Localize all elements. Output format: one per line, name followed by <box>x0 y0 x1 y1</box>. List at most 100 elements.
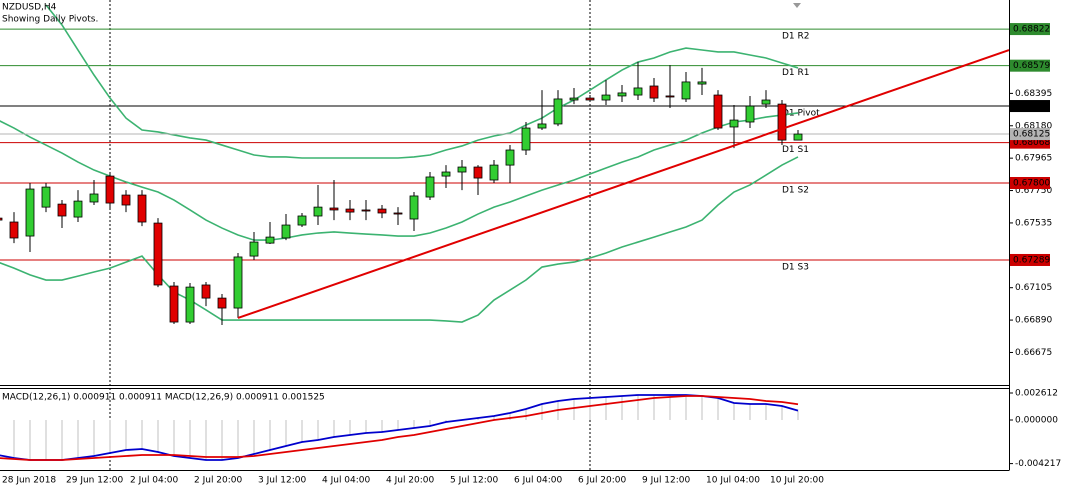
candle-body <box>153 222 163 286</box>
trendline <box>237 49 1009 319</box>
candle-body <box>777 103 787 141</box>
price-panel: D1 R2 D1 R1 D1 Pivot D1 S1 D1 S2 D1 S3 <box>0 0 1009 385</box>
candle-body <box>233 256 243 309</box>
x-tick-label: 10 Jul 04:00 <box>706 476 760 486</box>
pivot-price-box <box>1010 177 1050 190</box>
candle-body <box>553 98 563 125</box>
bollinger-lower <box>0 156 799 323</box>
pivot-name: D1 Pivot <box>782 109 820 119</box>
candle-body <box>281 224 291 239</box>
candle-body <box>9 221 19 239</box>
x-tick-label: 9 Jul 12:00 <box>642 476 691 486</box>
candle-body <box>121 194 131 206</box>
candle-body <box>329 207 339 211</box>
x-tick-label: 29 Jun 12:00 <box>66 476 123 486</box>
candle-body <box>761 99 771 105</box>
x-tick-label: 4 Jul 04:00 <box>322 476 371 486</box>
pivot-price-label: 0.68822 <box>1013 25 1050 35</box>
candle-body <box>345 208 355 213</box>
candle-body <box>0 217 3 221</box>
macd-line <box>0 394 799 461</box>
y-tick-label: 0.66675 <box>1015 348 1052 358</box>
macd-y-tick-label: -0.004217 <box>1015 459 1061 469</box>
candle-body <box>137 194 147 223</box>
candle-body <box>793 133 803 141</box>
pivot-name: D1 R2 <box>782 32 810 42</box>
macd-line <box>0 395 799 461</box>
x-tick-label: 4 Jul 20:00 <box>386 476 435 486</box>
candle-body <box>505 149 515 166</box>
candle-body <box>57 203 67 217</box>
chart-subtitle: Showing Daily Pivots. <box>2 15 98 25</box>
candle-body <box>745 105 755 123</box>
candle-body <box>649 85 659 99</box>
candle-body <box>169 285 179 323</box>
candle-body <box>185 286 195 323</box>
y-tick-label: 0.66890 <box>1015 316 1052 326</box>
x-tick-label: 6 Jul 20:00 <box>578 476 627 486</box>
shift-marker <box>793 3 801 8</box>
candle-body <box>361 209 371 212</box>
bollinger-middle <box>0 112 799 241</box>
candle-body <box>665 95 675 98</box>
candle-body <box>73 200 83 218</box>
candle-body <box>425 176 435 198</box>
pivot-price-box <box>1010 100 1050 113</box>
macd-panel <box>0 388 799 470</box>
x-tick-label: 28 Jun 2018 <box>2 476 56 486</box>
candle-body <box>201 284 211 299</box>
pivot-name: D1 R1 <box>782 68 810 78</box>
candle-body <box>313 206 323 217</box>
pivot-name: D1 S1 <box>782 145 809 155</box>
candle-body <box>377 208 387 214</box>
candle-body <box>265 236 275 244</box>
candle-body <box>89 193 99 203</box>
x-tick-label: 10 Jul 20:00 <box>770 476 824 486</box>
candle-body <box>441 171 451 177</box>
candle-body <box>585 97 595 101</box>
candle-body <box>409 195 419 220</box>
candle-body <box>217 297 227 309</box>
y-tick-label: 0.67105 <box>1015 283 1052 293</box>
x-tick-label: 6 Jul 04:00 <box>514 476 563 486</box>
candle-body <box>729 119 739 128</box>
pivot-price-label: 0.68068 <box>1013 138 1050 148</box>
candle-body <box>457 166 467 173</box>
macd-y-tick-label: 0.000000 <box>1015 415 1058 425</box>
pivot-price-label: 0.68579 <box>1013 61 1050 71</box>
y-tick-label: 0.67535 <box>1015 218 1052 228</box>
candle-body <box>393 212 403 215</box>
y-tick-label: 0.68395 <box>1015 89 1052 99</box>
y-tick-label: 0.67750 <box>1015 186 1052 196</box>
candle-body <box>633 87 643 96</box>
candle-body <box>681 81 691 100</box>
macd-y-tick-label: 0.002612 <box>1015 388 1058 398</box>
candle-body <box>521 127 531 151</box>
candle-body <box>489 164 499 181</box>
candle-body <box>569 97 579 101</box>
chart-title: NZDUSD,H4 <box>2 3 57 13</box>
macd-title: MACD(12,26,1) 0.000911 0.000911 MACD(12,… <box>2 393 325 403</box>
pivot-price-box <box>1010 253 1050 266</box>
candle-body <box>25 188 35 237</box>
x-tick-label: 3 Jul 12:00 <box>258 476 307 486</box>
pivot-price-box <box>1010 59 1050 72</box>
candle-body <box>697 81 707 85</box>
y-tick-label: 0.67965 <box>1015 154 1052 164</box>
y-tick-label: 0.68180 <box>1015 121 1052 131</box>
pivot-price-box <box>1010 23 1050 36</box>
candle-body <box>41 186 51 208</box>
pivot-name: D1 S3 <box>782 262 809 272</box>
candle-body <box>297 215 307 226</box>
axes: 0.68395 0.68180 0.67965 0.67750 0.67535 0.671… <box>0 0 1061 471</box>
pivot-price-label: 0.67289 <box>1013 255 1050 265</box>
pivot-price-label: 0.67800 <box>1013 179 1050 189</box>
x-tick-label: 2 Jul 04:00 <box>130 476 179 486</box>
last-price-label: 0.68125 <box>1013 130 1050 140</box>
x-tick-label: 2 Jul 20:00 <box>194 476 243 486</box>
candle-body <box>473 166 483 179</box>
candle-body <box>105 175 115 204</box>
candle-body <box>713 94 723 129</box>
